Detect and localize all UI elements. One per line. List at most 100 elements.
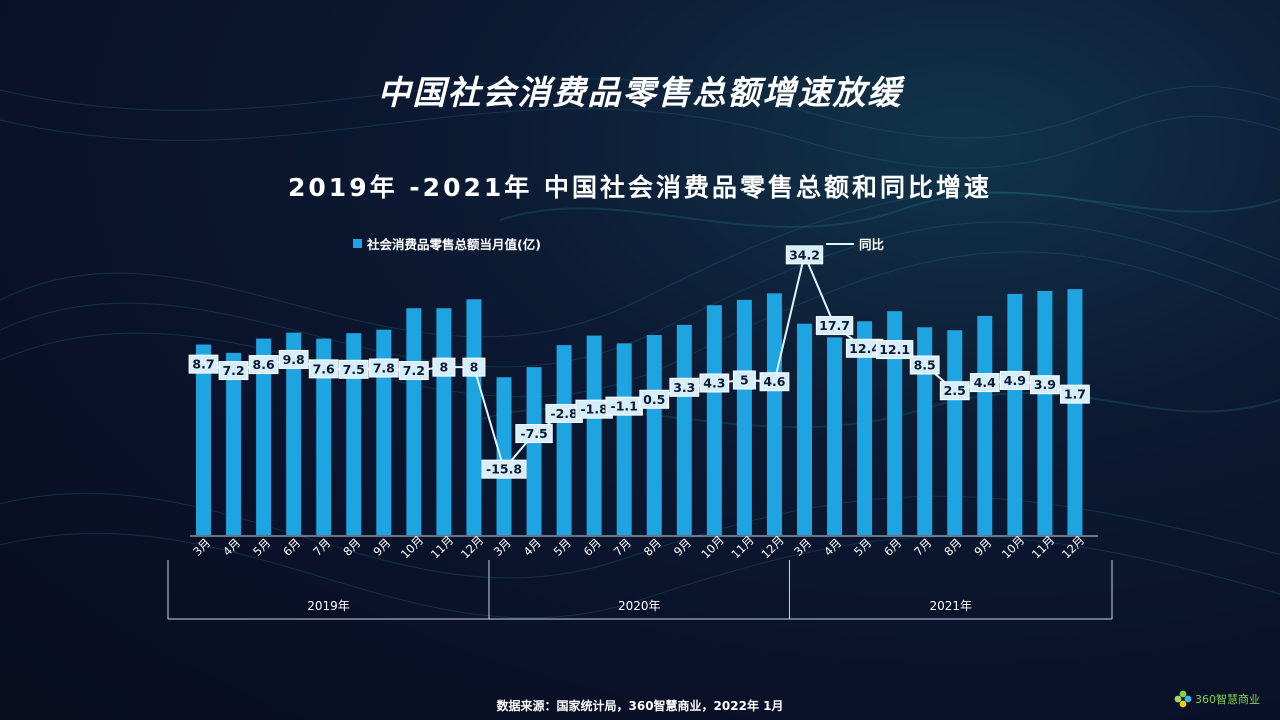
data-label: 3.9 [1034,377,1056,392]
data-label: 34.2 [789,247,820,262]
x-tick-label: 10月 [999,533,1027,561]
bar [556,345,572,535]
data-label: 8.5 [914,358,936,373]
bar [436,308,452,535]
data-label-box [939,381,970,401]
data-label-box [188,354,219,374]
x-tick-label: 3月 [491,536,514,559]
data-label-box [218,361,249,381]
data-label-box [368,358,399,378]
data-label: 12.1 [879,342,910,357]
bar [316,338,332,535]
data-label: 4.3 [703,376,725,391]
data-label: 12.4 [849,341,880,356]
data-label: -1.8 [580,402,607,417]
legend-line-label: 同比 [859,237,885,252]
brand-logo: 360智慧商业 [1174,690,1260,708]
data-label-box [515,424,553,444]
bar [196,344,211,535]
data-label-box [732,370,756,390]
data-label-box [398,361,429,381]
x-tick-label: 12月 [1059,533,1087,561]
bar [706,305,722,535]
data-label: -7.5 [520,426,547,441]
x-tick-label: 7月 [310,536,333,559]
data-label: 3.3 [673,380,695,395]
x-tick-label: 12月 [758,533,786,561]
bar [736,299,752,535]
main-title: 中国社会消费品零售总额增速放缓 [377,73,903,112]
bar [977,315,993,535]
data-label-box [999,370,1030,390]
bar [466,299,482,535]
legend-line-series: 同比 [826,234,884,253]
bar [766,293,782,535]
data-label: -2.8 [550,406,577,421]
data-label: 7.8 [373,361,395,376]
bar [947,330,963,535]
x-tick-label: 6月 [280,536,303,559]
x-tick-label: 4月 [521,536,544,559]
data-label: 8.7 [192,357,214,372]
data-label-box [699,373,730,393]
legend-bar-series: 社会消费品零售总额当月值(亿) [353,234,541,253]
legend-bar-label: 社会消费品零售总额当月值(亿) [367,237,541,252]
data-label-box [432,357,456,377]
data-label-box [639,389,670,409]
x-tick-label: 3月 [791,536,814,559]
data-label: 7.2 [403,363,425,378]
data-label: 4.9 [1004,373,1026,388]
x-tick-label: 8月 [941,536,964,559]
data-label-box [875,340,914,360]
data-label-box [785,245,824,265]
flower-logo-icon [1174,690,1192,708]
x-tick-label: 10月 [698,533,726,561]
x-tick-label: 8月 [641,536,664,559]
data-label: -1.1 [611,399,638,414]
bar [1007,293,1023,535]
legend-bar-swatch [353,239,362,248]
bar [346,333,362,535]
data-label: 0.5 [643,392,665,407]
x-tick-label: 9月 [671,536,694,559]
data-label-box [278,349,309,369]
data-label-box [248,355,279,375]
brand-logo-text: 360智慧商业 [1195,693,1260,706]
data-label-box [759,372,790,392]
chart-title: 2019年 -2021年 中国社会消费品零售总额和同比增速 [288,173,992,202]
bar [676,324,692,535]
bar [857,321,873,535]
x-tick-label: 10月 [398,533,426,561]
data-label: 8.6 [253,357,275,372]
group-label: 2021年 [929,599,972,613]
bar [646,335,662,535]
x-tick-label: 11月 [728,533,756,561]
x-tick-label: 3月 [190,536,213,559]
bar [256,338,272,535]
x-tick-label: 12月 [458,533,486,561]
data-label: 8 [470,360,479,375]
x-tick-label: 5月 [551,536,574,559]
x-tick-label: 7月 [611,536,634,559]
bar [526,367,542,535]
data-label-box [669,377,700,397]
x-tick-label: 8月 [340,536,363,559]
data-label: 8 [440,360,449,375]
data-label: 1.7 [1064,387,1086,402]
data-label-box [909,355,940,375]
bar [376,329,392,535]
bar [1067,289,1083,535]
bar [406,308,422,535]
data-label: 7.2 [222,363,244,378]
data-source-note: 数据来源：国家统计局，360智慧商业，2022年 1月 [496,699,784,713]
bar [827,337,843,535]
x-tick-label: 4月 [220,536,243,559]
group-label: 2020年 [618,599,661,613]
bar [616,343,632,535]
data-label: -15.8 [486,462,522,477]
data-label-box [462,357,486,377]
data-label-box [815,316,854,336]
bar [586,335,602,535]
data-label-box [338,359,369,379]
